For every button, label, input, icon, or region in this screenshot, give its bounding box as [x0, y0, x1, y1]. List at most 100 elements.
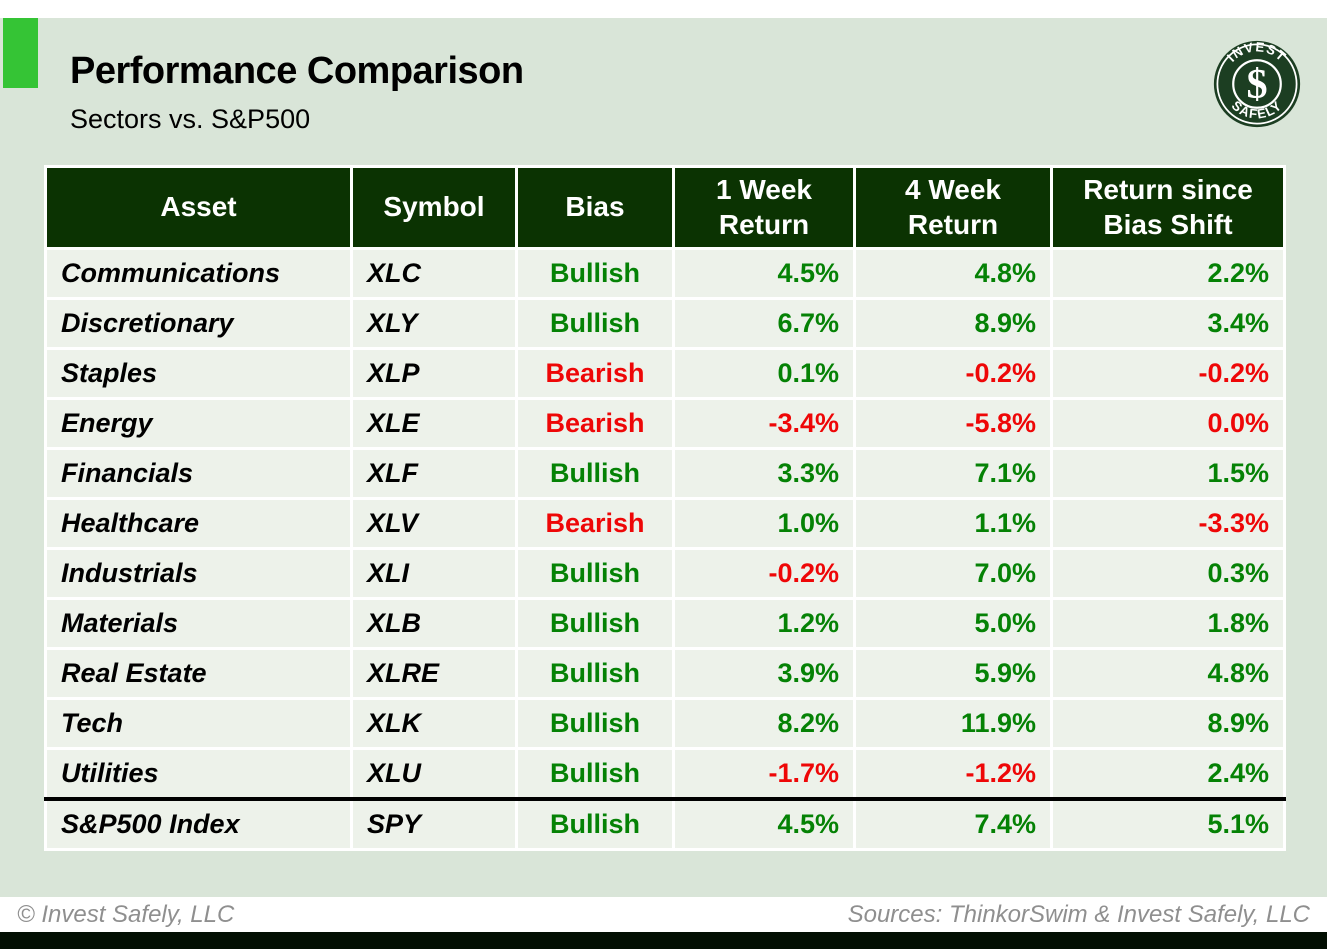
- week1-return-cell: 1.2%: [672, 597, 856, 650]
- table-row-healthcare: Healthcare XLV Bearish 1.0% 1.1% -3.3%: [44, 497, 1286, 550]
- header-bias: Bias: [515, 165, 675, 250]
- table-row-real-estate: Real Estate XLRE Bullish 3.9% 5.9% 4.8%: [44, 647, 1286, 700]
- asset-cell: Financials: [44, 447, 353, 500]
- week1-return-cell: 8.2%: [672, 697, 856, 750]
- logo-monogram: $: [1246, 61, 1267, 108]
- table-row-staples: Staples XLP Bearish 0.1% -0.2% -0.2%: [44, 347, 1286, 400]
- week4-return-cell: -5.8%: [853, 397, 1053, 450]
- week1-return-cell: 3.3%: [672, 447, 856, 500]
- table-row-tech: Tech XLK Bullish 8.2% 11.9% 8.9%: [44, 697, 1286, 750]
- svg-text:SAFELY: SAFELY: [1229, 98, 1285, 122]
- page-subtitle: Sectors vs. S&P500: [70, 104, 311, 134]
- sources-text: Sources: ThinkorSwim & Invest Safely, LL…: [847, 900, 1310, 928]
- symbol-cell: XLP: [350, 347, 518, 400]
- week4-return-cell: 7.0%: [853, 547, 1053, 600]
- header-return-since-bias-shift: Return since Bias Shift: [1050, 165, 1286, 250]
- header-row: Asset Symbol Bias 1 Week Return 4 Week R…: [44, 165, 1286, 250]
- header-1-week-return: 1 Week Return: [672, 165, 856, 250]
- bias-cell: Bullish: [515, 647, 675, 700]
- return-since-shift-cell: -0.2%: [1050, 347, 1286, 400]
- week4-return-cell: -0.2%: [853, 347, 1053, 400]
- week4-return-cell: 7.4%: [853, 797, 1053, 851]
- week4-return-cell: 8.9%: [853, 297, 1053, 350]
- symbol-cell: XLF: [350, 447, 518, 500]
- page-title: Performance Comparison: [70, 50, 524, 92]
- table-row-communications: Communications XLC Bullish 4.5% 4.8% 2.2…: [44, 247, 1286, 300]
- bias-cell: Bullish: [515, 297, 675, 350]
- bias-cell: Bearish: [515, 397, 675, 450]
- week1-return-cell: -0.2%: [672, 547, 856, 600]
- asset-cell: Healthcare: [44, 497, 353, 550]
- return-since-shift-cell: 3.4%: [1050, 297, 1286, 350]
- table-row-discretionary: Discretionary XLY Bullish 6.7% 8.9% 3.4%: [44, 297, 1286, 350]
- asset-cell: Discretionary: [44, 297, 353, 350]
- week1-return-cell: 6.7%: [672, 297, 856, 350]
- header-4-week-return: 4 Week Return: [853, 165, 1053, 250]
- return-since-shift-cell: 0.0%: [1050, 397, 1286, 450]
- asset-cell: Staples: [44, 347, 353, 400]
- symbol-cell: XLI: [350, 547, 518, 600]
- table-row-industrials: Industrials XLI Bullish -0.2% 7.0% 0.3%: [44, 547, 1286, 600]
- table-row-sp500-index: S&P500 Index SPY Bullish 4.5% 7.4% 5.1%: [44, 797, 1286, 851]
- return-since-shift-cell: 8.9%: [1050, 697, 1286, 750]
- asset-cell: S&P500 Index: [44, 797, 353, 851]
- week1-return-cell: 0.1%: [672, 347, 856, 400]
- bias-cell: Bearish: [515, 347, 675, 400]
- asset-cell: Utilities: [44, 747, 353, 801]
- symbol-cell: XLE: [350, 397, 518, 450]
- bottom-bar: [0, 932, 1327, 949]
- return-since-shift-cell: 5.1%: [1050, 797, 1286, 851]
- header-asset: Asset: [44, 165, 353, 250]
- table-row-energy: Energy XLE Bearish -3.4% -5.8% 0.0%: [44, 397, 1286, 450]
- invest-safely-logo-icon: INVEST SAFELY $: [1213, 40, 1301, 128]
- asset-cell: Communications: [44, 247, 353, 300]
- bias-cell: Bullish: [515, 697, 675, 750]
- asset-cell: Materials: [44, 597, 353, 650]
- bias-cell: Bullish: [515, 447, 675, 500]
- header-symbol: Symbol: [350, 165, 518, 250]
- return-since-shift-cell: -3.3%: [1050, 497, 1286, 550]
- bias-cell: Bullish: [515, 747, 675, 801]
- symbol-cell: XLV: [350, 497, 518, 550]
- week1-return-cell: -3.4%: [672, 397, 856, 450]
- week4-return-cell: 5.0%: [853, 597, 1053, 650]
- return-since-shift-cell: 1.8%: [1050, 597, 1286, 650]
- week4-return-cell: 1.1%: [853, 497, 1053, 550]
- table-row-utilities: Utilities XLU Bullish -1.7% -1.2% 2.4%: [44, 747, 1286, 801]
- return-since-shift-cell: 0.3%: [1050, 547, 1286, 600]
- accent-square: [3, 18, 38, 88]
- week4-return-cell: 4.8%: [853, 247, 1053, 300]
- week1-return-cell: -1.7%: [672, 747, 856, 801]
- return-since-shift-cell: 1.5%: [1050, 447, 1286, 500]
- week1-return-cell: 1.0%: [672, 497, 856, 550]
- bias-cell: Bullish: [515, 547, 675, 600]
- bias-cell: Bearish: [515, 497, 675, 550]
- symbol-cell: XLC: [350, 247, 518, 300]
- symbol-cell: XLK: [350, 697, 518, 750]
- symbol-cell: XLRE: [350, 647, 518, 700]
- asset-cell: Real Estate: [44, 647, 353, 700]
- week1-return-cell: 3.9%: [672, 647, 856, 700]
- asset-cell: Energy: [44, 397, 353, 450]
- symbol-cell: XLB: [350, 597, 518, 650]
- symbol-cell: XLY: [350, 297, 518, 350]
- table-row-materials: Materials XLB Bullish 1.2% 5.0% 1.8%: [44, 597, 1286, 650]
- week4-return-cell: -1.2%: [853, 747, 1053, 801]
- return-since-shift-cell: 4.8%: [1050, 647, 1286, 700]
- performance-table: Asset Symbol Bias 1 Week Return 4 Week R…: [44, 165, 1286, 851]
- table-row-financials: Financials XLF Bullish 3.3% 7.1% 1.5%: [44, 447, 1286, 500]
- week4-return-cell: 11.9%: [853, 697, 1053, 750]
- symbol-cell: XLU: [350, 747, 518, 801]
- bias-cell: Bullish: [515, 797, 675, 851]
- symbol-cell: SPY: [350, 797, 518, 851]
- week4-return-cell: 7.1%: [853, 447, 1053, 500]
- bias-cell: Bullish: [515, 247, 675, 300]
- week4-return-cell: 5.9%: [853, 647, 1053, 700]
- week1-return-cell: 4.5%: [672, 797, 856, 851]
- footer: © Invest Safely, LLC Sources: ThinkorSwi…: [0, 897, 1327, 932]
- asset-cell: Tech: [44, 697, 353, 750]
- asset-cell: Industrials: [44, 547, 353, 600]
- copyright-text: © Invest Safely, LLC: [17, 900, 235, 928]
- performance-table-wrap: Asset Symbol Bias 1 Week Return 4 Week R…: [44, 165, 1286, 851]
